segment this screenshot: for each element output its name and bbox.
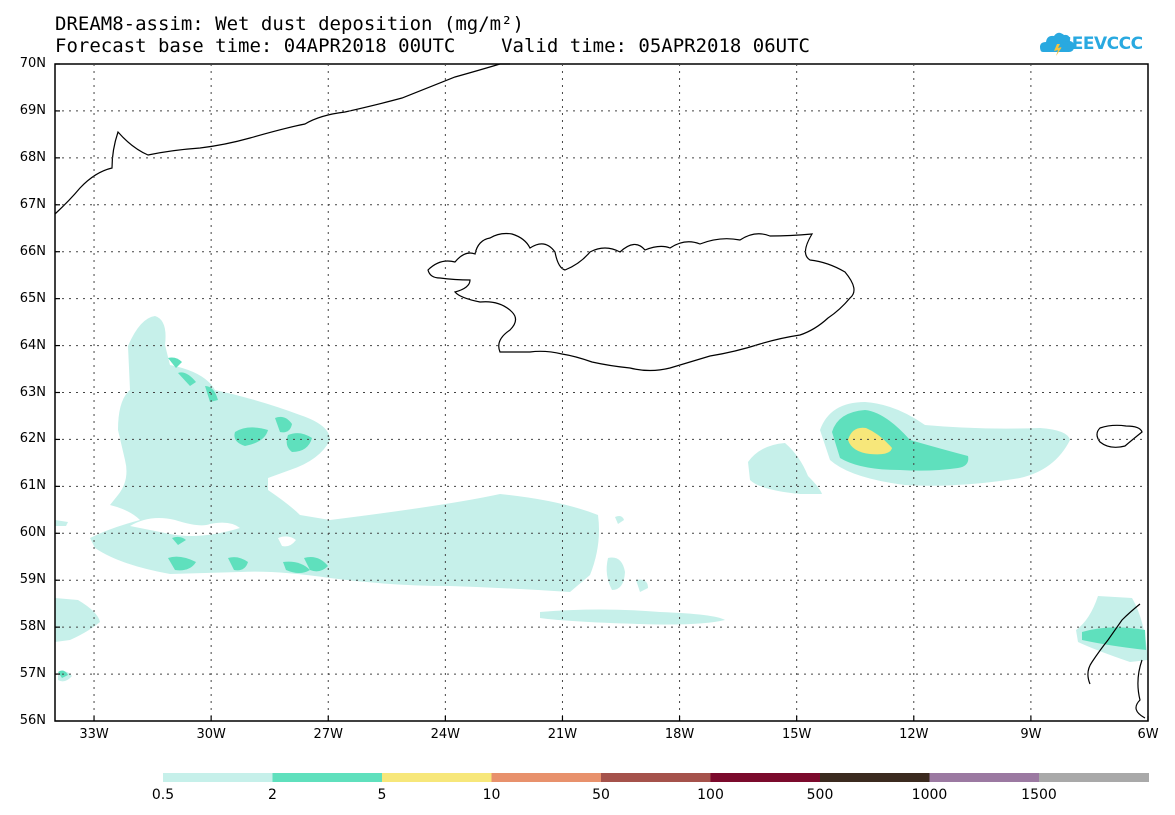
lon-label: 6W: [1137, 727, 1159, 742]
legend-swatch: [601, 773, 711, 782]
lat-label: 69N: [19, 102, 46, 118]
lat-label: 66N: [19, 243, 46, 259]
lat-label: 70N: [19, 56, 46, 71]
legend-label: 500: [806, 787, 834, 803]
legend-swatch: [272, 773, 383, 782]
lon-label: 21W: [547, 727, 578, 742]
cloud-icon: [1040, 32, 1075, 56]
lat-label: 57N: [19, 666, 46, 682]
legend-colorbar: [163, 773, 1149, 782]
lon-label: 18W: [664, 727, 695, 742]
lon-label: 27W: [313, 727, 343, 742]
greenland-coast: [54, 63, 510, 215]
lon-label: 12W: [899, 727, 929, 742]
legend-swatch: [382, 773, 492, 782]
legend-label: 1000: [911, 787, 948, 803]
legend-label: 10: [482, 787, 501, 803]
scotland-coast: [1087, 603, 1146, 719]
dust-deposition-fields: [55, 316, 1148, 682]
iceland-coast: [427, 232, 855, 372]
lon-label: 30W: [196, 727, 226, 742]
logo-text: SEEVCCC: [1060, 34, 1143, 54]
legend-label: 1500: [1021, 787, 1057, 803]
lon-label: 24W: [430, 727, 461, 742]
lon-label: 15W: [781, 727, 812, 742]
legend-swatch: [929, 773, 1040, 782]
legend-label: 2: [268, 787, 277, 803]
lat-label: 61N: [19, 478, 46, 494]
legend-swatch: [491, 773, 602, 782]
map-frame: [54, 63, 1149, 722]
lat-label: 64N: [19, 337, 46, 353]
lon-label: 33W: [79, 727, 109, 742]
lon-label: 9W: [1020, 727, 1042, 742]
legend-swatch: [1039, 773, 1149, 782]
coastlines: [54, 63, 1146, 719]
map-subtitle-times: Forecast base time: 04APR2018 00UTC Vali…: [55, 35, 810, 57]
legend-swatch: [820, 773, 930, 782]
lat-label: 58N: [19, 619, 46, 635]
map-title: DREAM8-assim: Wet dust deposition (mg/m²…: [55, 13, 524, 35]
lat-label: 60N: [19, 525, 46, 541]
legend-swatch: [163, 773, 273, 782]
lat-label: 67N: [19, 196, 46, 212]
lat-label: 63N: [19, 384, 46, 400]
lat-label: 65N: [19, 290, 46, 306]
faroe-islands-coast: [1096, 424, 1143, 448]
lat-label: 59N: [19, 572, 46, 588]
lat-label: 68N: [19, 149, 46, 165]
legend-label: 50: [592, 787, 610, 803]
legend-label: 5: [377, 787, 387, 803]
legend-label: 0.5: [151, 787, 175, 803]
legend-label: 100: [697, 787, 724, 803]
legend-swatch: [710, 773, 821, 782]
lat-label: 56N: [19, 713, 46, 728]
lat-label: 62N: [19, 431, 46, 447]
